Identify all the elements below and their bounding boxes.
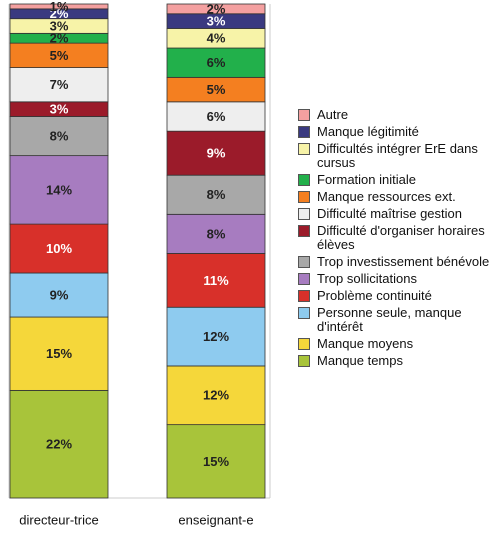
legend-label: Difficultés intégrer ErE dans cursus <box>317 141 478 170</box>
legend-label: Manque ressources ext. <box>317 189 456 204</box>
legend-swatch <box>298 191 310 203</box>
legend-label: Manque légitimité <box>317 124 419 139</box>
data-label: 5% <box>207 82 226 97</box>
legend-label: Difficulté maîtrise gestion <box>317 206 462 221</box>
data-label: 11% <box>203 273 229 288</box>
legend-swatch <box>298 355 310 367</box>
legend-item: Difficultés intégrer ErE dans cursus <box>298 142 496 170</box>
bar-segment <box>166 213 266 254</box>
data-label: 4% <box>207 31 226 46</box>
data-label: 3% <box>50 102 69 117</box>
legend-label: Manque temps <box>317 353 403 368</box>
bar-segment <box>9 67 109 103</box>
data-label: 12% <box>203 329 229 344</box>
data-label: 9% <box>207 146 226 161</box>
legend-item: Manque légitimité <box>298 125 496 139</box>
legend-label: Manque moyens <box>317 336 414 351</box>
legend-swatch <box>298 273 310 285</box>
data-label: 3% <box>50 18 69 33</box>
legend-item: Manque temps <box>298 354 496 368</box>
bar-segment <box>166 174 266 215</box>
legend-item: Manque moyens <box>298 337 496 351</box>
data-label: 8% <box>50 128 69 143</box>
legend-label: Personne seule, manque d'intérêt <box>317 305 462 334</box>
bar-segment <box>166 101 266 132</box>
legend-swatch <box>298 126 310 138</box>
data-label: 9% <box>50 287 69 302</box>
legend-item: Trop investissement bénévole <box>298 255 496 269</box>
legend-swatch <box>298 109 310 121</box>
legend-label: Problème continuité <box>317 288 432 303</box>
legend-item: Personne seule, manque d'intérêt <box>298 306 496 334</box>
data-label: 8% <box>207 226 226 241</box>
legend-item: Problème continuité <box>298 289 496 303</box>
bar-segment <box>9 42 109 68</box>
data-label: 15% <box>203 454 229 469</box>
data-label: 12% <box>203 388 229 403</box>
data-label: 2% <box>50 31 69 46</box>
x-tick-label: enseignant-e <box>178 512 253 527</box>
legend-label: Difficulté d'organiser horaires élèves <box>317 223 485 252</box>
data-label: 5% <box>50 48 69 63</box>
bar-segment <box>166 130 266 176</box>
legend-swatch <box>298 290 310 302</box>
legend-label: Formation initiale <box>317 172 416 187</box>
legend-item: Difficulté maîtrise gestion <box>298 207 496 221</box>
bar-segment <box>9 316 109 391</box>
legend-item: Trop sollicitations <box>298 272 496 286</box>
bar-segment <box>166 47 266 78</box>
bar-segment <box>9 116 109 157</box>
bar-segment <box>9 223 109 274</box>
data-label: 6% <box>207 109 226 124</box>
legend-label: Trop investissement bénévole <box>317 254 490 269</box>
legend-swatch <box>298 208 310 220</box>
data-label: 7% <box>50 77 69 92</box>
data-label: 1% <box>50 0 69 14</box>
data-label: 15% <box>46 346 72 361</box>
data-label: 8% <box>207 187 226 202</box>
legend-swatch <box>298 143 310 155</box>
legend-label: Trop sollicitations <box>317 271 417 286</box>
legend-swatch <box>298 174 310 186</box>
legend-swatch <box>298 338 310 350</box>
legend: Autre Manque légitimité Difficultés intégr… <box>298 108 496 371</box>
data-label: 22% <box>46 437 72 452</box>
bar-segment <box>166 76 266 103</box>
legend-item: Difficulté d'organiser horaires élèves <box>298 224 496 252</box>
data-label: 2% <box>207 1 226 16</box>
bar-segment <box>166 306 266 367</box>
bar-segment <box>9 155 109 225</box>
bar-segment <box>166 3 266 15</box>
bar-segment <box>166 365 266 426</box>
bar-segment <box>166 253 266 308</box>
x-tick-label: directeur-trice <box>19 512 98 527</box>
legend-item: Autre <box>298 108 496 122</box>
legend-item: Formation initiale <box>298 173 496 187</box>
legend-swatch <box>298 256 310 268</box>
bar-segment <box>9 272 109 318</box>
data-label: 6% <box>207 55 226 70</box>
legend-swatch <box>298 225 310 237</box>
legend-swatch <box>298 307 310 319</box>
legend-item: Manque ressources ext. <box>298 190 496 204</box>
bar-segment <box>9 3 109 10</box>
data-label: 10% <box>46 241 72 256</box>
data-label: 2% <box>50 6 69 21</box>
data-label: 3% <box>207 14 226 29</box>
bar-segment <box>166 424 266 499</box>
legend-label: Autre <box>317 107 349 122</box>
data-label: 14% <box>46 182 72 197</box>
bar-segment <box>9 389 109 499</box>
